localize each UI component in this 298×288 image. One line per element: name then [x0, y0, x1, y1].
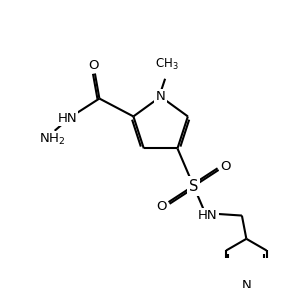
Text: N: N — [241, 279, 251, 288]
Text: O: O — [221, 160, 231, 173]
Text: O: O — [156, 200, 167, 213]
Text: HN: HN — [58, 112, 77, 125]
Text: HN: HN — [198, 209, 218, 222]
Text: CH$_3$: CH$_3$ — [155, 56, 179, 72]
Text: O: O — [88, 59, 98, 72]
Text: NH$_2$: NH$_2$ — [39, 132, 65, 147]
Text: S: S — [189, 179, 198, 194]
Text: N: N — [156, 90, 165, 103]
